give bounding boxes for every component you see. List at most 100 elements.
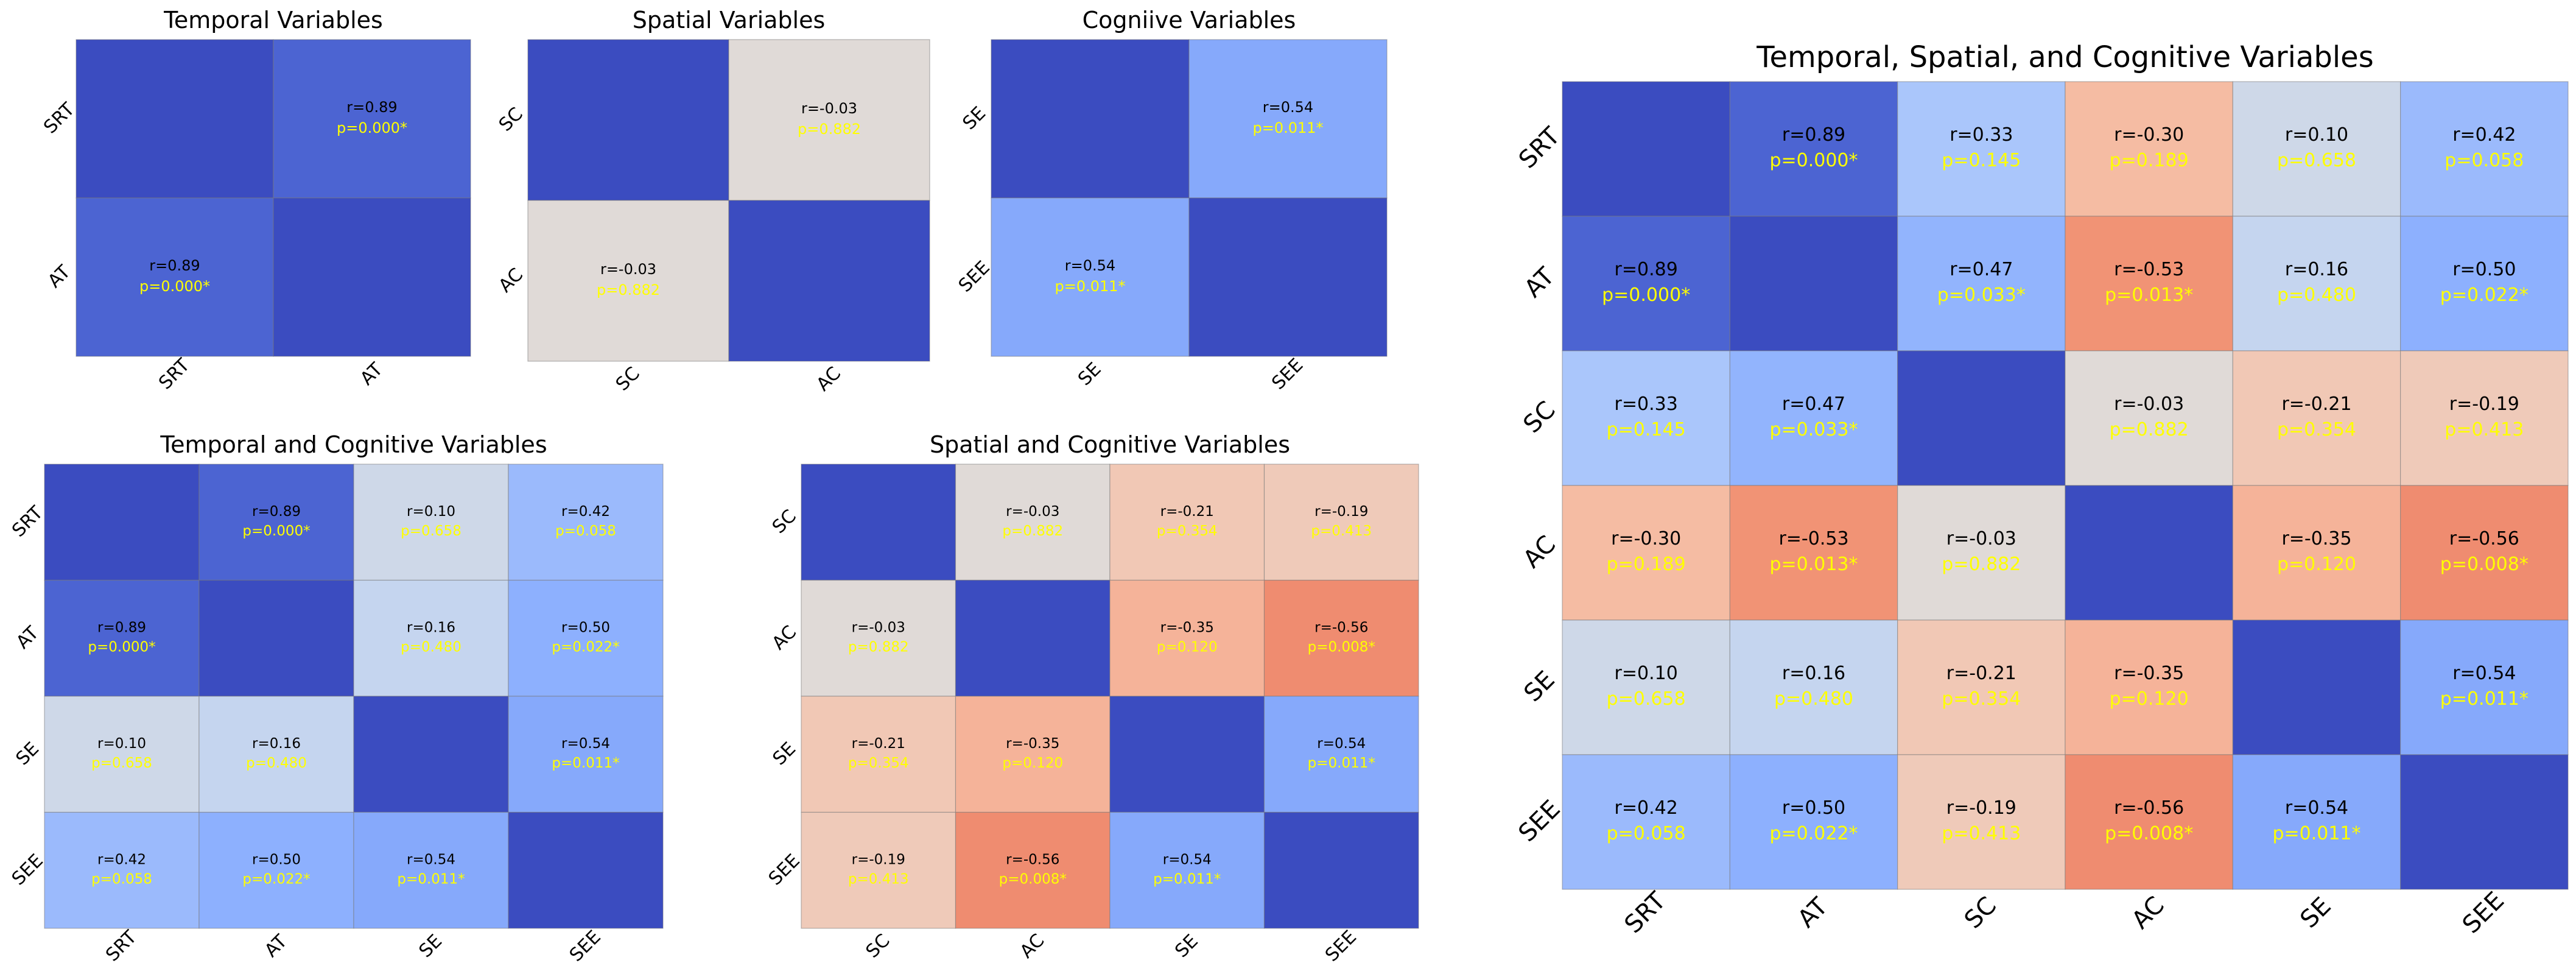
y-tick-label: SEE — [1513, 795, 1565, 847]
heatmap-cell — [1109, 579, 1265, 697]
x-tick-label: SE — [2295, 892, 2336, 933]
y-tick-label: SRT — [40, 99, 79, 138]
x-tick-label: SEE — [2457, 886, 2510, 939]
heatmap-cell — [2065, 350, 2233, 486]
heatmap-cell — [198, 696, 354, 813]
panel-title: Temporal and Cognitive Variables — [160, 431, 547, 458]
x-tick-label: AT — [356, 359, 387, 390]
p-value-label: p=0.058 — [2444, 150, 2524, 171]
r-value-label: r=0.50 — [252, 852, 301, 867]
y-tick-label: AT — [1519, 262, 1560, 303]
y-tick-label: SEE — [8, 850, 47, 890]
r-value-label: r=0.54 — [1065, 257, 1115, 274]
heatmap-cell — [2065, 485, 2233, 621]
r-value-label: r=-0.35 — [2114, 663, 2184, 684]
p-value-label: p=0.008* — [999, 872, 1067, 888]
r-value-label: r=-0.03 — [801, 100, 857, 117]
heatmap-cell — [1897, 754, 2066, 890]
r-value-label: r=0.50 — [561, 619, 610, 635]
r-value-label: r=-0.56 — [1006, 852, 1059, 867]
heatmap-cell — [353, 579, 509, 697]
p-value-label: p=0.000* — [88, 640, 155, 655]
r-value-label: r=0.89 — [346, 99, 397, 116]
y-tick-label: AC — [494, 264, 527, 297]
heatmap-cell — [1562, 619, 1730, 755]
heatmap-panel-2: Spatial Variables r=-0.03 p=0.882 r=-0.03 p=… — [494, 7, 930, 395]
r-value-label: r=0.89 — [149, 257, 200, 274]
heatmap-cell — [508, 579, 664, 697]
r-value-label: r=0.42 — [2452, 124, 2516, 146]
p-value-label: p=0.189 — [1607, 554, 1686, 575]
heatmap-cell — [2065, 619, 2233, 755]
heatmap-cell — [2400, 216, 2569, 351]
y-tick-label: SC — [1518, 396, 1560, 439]
p-value-label: p=0.033* — [1769, 419, 1858, 440]
heatmap-cell — [44, 696, 200, 813]
heatmap-cell — [2232, 485, 2401, 621]
r-value-label: r=-0.19 — [2449, 393, 2519, 415]
x-tick-label: SC — [612, 363, 644, 395]
r-value-label: r=0.89 — [1615, 259, 1678, 280]
r-value-label: r=-0.03 — [852, 619, 905, 635]
r-value-label: r=-0.03 — [600, 261, 656, 278]
r-value-label: r=0.54 — [1263, 99, 1313, 116]
p-value-label: p=0.882 — [1002, 523, 1063, 539]
p-value-label: p=0.658 — [401, 523, 462, 539]
heatmap-cell — [2400, 485, 2569, 621]
x-tick-label: AT — [261, 931, 292, 962]
p-value-label: p=0.022* — [552, 640, 619, 655]
p-value-label: p=0.882 — [597, 281, 660, 298]
x-tick-label: SE — [1074, 358, 1106, 390]
r-value-label: r=-0.35 — [1160, 619, 1214, 635]
heatmap-cell — [1729, 619, 1898, 755]
heatmap-panel-3: Cogniive Variables r=0.54 p=0.011* r=0.54 p=… — [955, 7, 1388, 394]
p-value-label: p=0.011* — [2440, 688, 2529, 710]
x-tick-label: SEE — [1268, 355, 1307, 394]
heatmap-cell — [1897, 81, 2066, 217]
heatmap-cell — [801, 811, 956, 929]
heatmap-cell — [198, 811, 354, 929]
p-value-label: p=0.120 — [1157, 640, 1218, 655]
heatmap-cell — [801, 696, 956, 813]
heatmap-cell — [2232, 350, 2401, 486]
heatmap-cell — [801, 579, 956, 697]
heatmap-cell — [1263, 464, 1419, 581]
heatmap-cell — [728, 200, 930, 362]
p-value-label: p=0.354 — [1942, 688, 2021, 710]
heatmap-cell — [955, 811, 1111, 929]
x-tick-label: AT — [1792, 892, 1833, 933]
p-value-label: p=0.658 — [91, 755, 152, 771]
p-value-label: p=0.011* — [2272, 823, 2360, 844]
r-value-label: r=0.42 — [1615, 797, 1678, 819]
heatmap-cell — [508, 696, 664, 813]
r-value-label: r=0.47 — [1782, 393, 1845, 415]
y-tick-label: SE — [12, 738, 43, 770]
heatmap-cell — [44, 579, 200, 697]
r-value-label: r=0.54 — [1317, 736, 1366, 752]
p-value-label: p=0.413 — [848, 872, 909, 888]
heatmap-cell — [1109, 696, 1265, 813]
heatmap-cell — [801, 464, 956, 581]
heatmap-cell — [44, 811, 200, 929]
heatmap-cell — [1109, 464, 1265, 581]
panel-title: Temporal Variables — [163, 7, 383, 34]
panel-title: Spatial and Cognitive Variables — [930, 431, 1290, 458]
heatmap-cell — [1729, 485, 1898, 621]
r-value-label: r=0.54 — [407, 852, 455, 867]
r-value-label: r=-0.35 — [1006, 736, 1059, 752]
x-tick-label: SE — [1171, 930, 1202, 962]
heatmap-cell — [2232, 619, 2401, 755]
x-tick-label: SEE — [566, 926, 605, 966]
r-value-label: r=0.10 — [97, 736, 146, 752]
r-value-label: r=0.54 — [561, 736, 610, 752]
y-tick-label: SC — [768, 506, 801, 538]
r-value-label: r=-0.56 — [1314, 619, 1368, 635]
heatmap-cell — [353, 811, 509, 929]
y-tick-label: SEE — [955, 257, 994, 297]
heatmap-cell — [1729, 754, 1898, 890]
heatmap-cell — [1729, 81, 1898, 217]
r-value-label: r=0.89 — [1782, 124, 1845, 146]
r-value-label: r=0.33 — [1950, 124, 2013, 146]
p-value-label: p=0.008* — [1308, 640, 1375, 655]
p-value-label: p=0.000* — [1602, 284, 1690, 306]
